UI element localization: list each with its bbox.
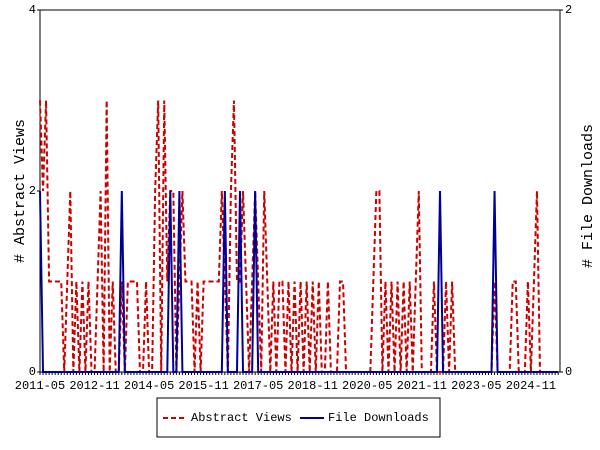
- x-tick-label: 2012-11: [69, 379, 119, 393]
- x-tick-label: 2021-11: [397, 379, 447, 393]
- x-tick-label: 2017-05: [233, 379, 283, 393]
- x-tick-label: 2018-11: [288, 379, 338, 393]
- y2-axis-label: # File Downloads: [580, 124, 597, 268]
- y2-tick-label: 0: [565, 365, 572, 379]
- x-tick-label: 2014-05: [124, 379, 174, 393]
- x-tick-label: 2015-11: [178, 379, 228, 393]
- y-tick-label: 0: [29, 365, 36, 379]
- x-tick-label: 2024-11: [506, 379, 556, 393]
- x-tick-label: 2023-05: [451, 379, 501, 393]
- x-tick-label: 2011-05: [15, 379, 65, 393]
- legend-label: File Downloads: [328, 411, 429, 425]
- y2-tick-label: 2: [565, 3, 572, 17]
- y-axis-label: # Abstract Views: [12, 119, 29, 263]
- legend-label: Abstract Views: [191, 411, 292, 425]
- x-tick-label: 2020-05: [342, 379, 392, 393]
- legend: [156, 397, 441, 438]
- y-tick-label: 4: [29, 3, 36, 17]
- y-tick-label: 2: [29, 184, 36, 198]
- series-line: [39, 100, 559, 373]
- series-line: [39, 190, 559, 373]
